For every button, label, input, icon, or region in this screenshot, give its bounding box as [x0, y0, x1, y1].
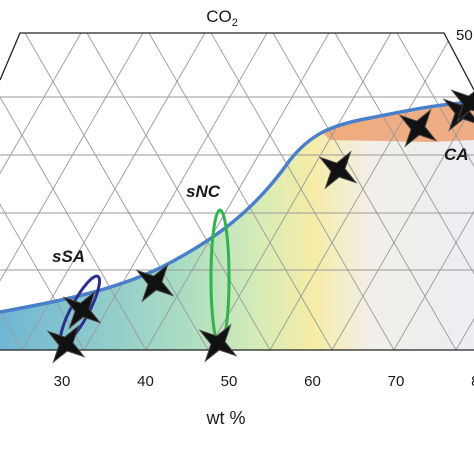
- grid-line: [383, 33, 474, 154]
- grid-line: [0, 33, 95, 154]
- x-tick-label: 80: [471, 373, 474, 390]
- grid-line: [228, 33, 343, 154]
- grid-line: [269, 152, 385, 350]
- grid-line: [21, 152, 137, 350]
- ssa-label: sSA: [52, 247, 85, 266]
- x-tick-label: 30: [54, 373, 71, 390]
- grid-line: [31, 152, 147, 350]
- grid-line: [393, 152, 474, 350]
- grid-line: [0, 152, 75, 350]
- phase-boundary-curve: [0, 100, 474, 314]
- grid-line: [445, 33, 474, 154]
- x-axis-ticks: 30 40 50 60 70 80: [54, 373, 474, 390]
- grid-line: [0, 33, 33, 154]
- ca-region-fill: [322, 102, 474, 142]
- grid-line: [279, 152, 395, 350]
- grid-line: [145, 152, 261, 350]
- grid-line: [166, 33, 281, 154]
- grid-line: [104, 33, 219, 154]
- x-tick-label: 70: [388, 373, 405, 390]
- corner-value-label: 50: [456, 27, 473, 44]
- co2-label: CO2: [206, 7, 238, 29]
- grid-line: [352, 33, 467, 154]
- grid-line: [93, 152, 209, 350]
- grid-line: [83, 152, 199, 350]
- grid-line: [331, 152, 447, 350]
- x-tick-label: 50: [221, 373, 238, 390]
- grid-line: [0, 33, 64, 154]
- grid-line: [135, 33, 250, 154]
- two-phase-region-fill: [0, 102, 474, 350]
- grid-line: [217, 152, 333, 350]
- grid-line: [259, 33, 374, 154]
- grid-line: [341, 152, 457, 350]
- grid-line: [197, 33, 312, 154]
- snc-label: sNC: [186, 182, 221, 201]
- grid-line: [0, 152, 23, 350]
- grid-line: [290, 33, 405, 154]
- x-tick-label: 40: [137, 373, 154, 390]
- grid-line: [73, 33, 188, 154]
- x-axis-title: wt %: [205, 408, 245, 428]
- grid-line: [403, 152, 474, 350]
- x-tick-label: 60: [304, 373, 321, 390]
- diagram-frame: [0, 32, 474, 91]
- ca-label: CA: [444, 145, 469, 164]
- grid-line: [42, 33, 157, 154]
- grid-line: [11, 33, 126, 154]
- grid-line: [321, 33, 436, 154]
